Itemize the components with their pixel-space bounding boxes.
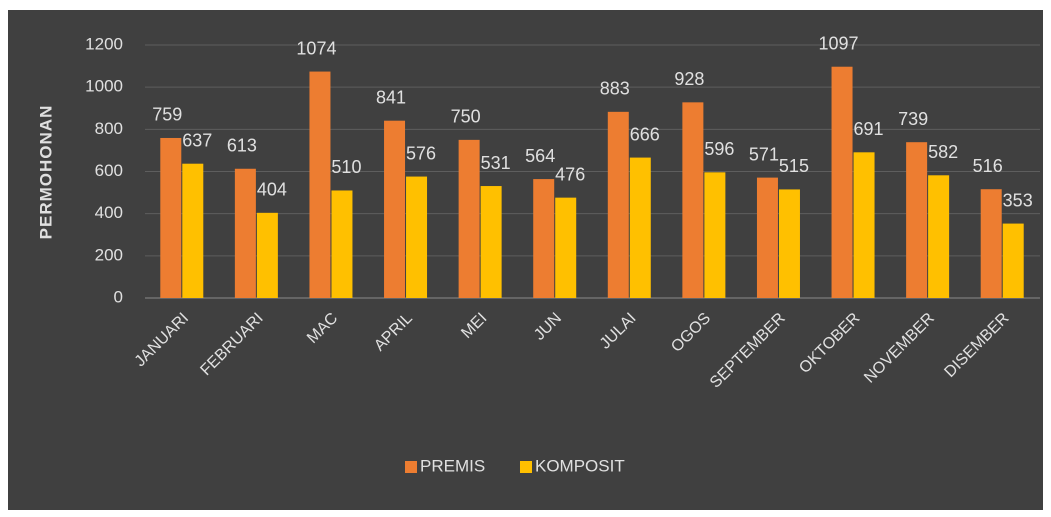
y-tick-label: 1000 <box>85 77 123 96</box>
y-tick-label: 1200 <box>85 34 123 53</box>
bar <box>607 111 629 298</box>
data-label: 576 <box>406 143 436 163</box>
data-label: 750 <box>451 107 481 127</box>
data-label: 666 <box>630 124 660 144</box>
bar <box>682 102 704 298</box>
y-tick-label: 800 <box>95 119 123 138</box>
data-label: 1097 <box>819 33 859 53</box>
bar <box>853 152 875 298</box>
data-label: 564 <box>525 146 555 166</box>
y-tick-label: 200 <box>95 245 123 264</box>
data-label: 516 <box>973 156 1003 176</box>
bar <box>480 186 502 298</box>
bar <box>980 189 1002 298</box>
data-label: 637 <box>182 130 212 150</box>
data-label: 883 <box>600 79 630 99</box>
data-label: 841 <box>376 87 406 107</box>
bar <box>160 137 182 298</box>
bar <box>384 120 406 298</box>
bar <box>756 177 778 298</box>
data-label: 759 <box>152 105 182 125</box>
data-label: 596 <box>704 139 734 159</box>
bar <box>831 66 853 298</box>
bar <box>629 157 651 298</box>
bar <box>234 168 256 298</box>
y-tick-label: 400 <box>95 203 123 222</box>
data-label: 571 <box>749 144 779 164</box>
y-tick-label: 600 <box>95 161 123 180</box>
data-label: 691 <box>854 119 884 139</box>
data-label: 928 <box>674 69 704 89</box>
legend-swatch <box>405 461 417 473</box>
bar <box>928 175 950 298</box>
data-label: 404 <box>257 180 287 200</box>
data-label: 510 <box>331 157 361 177</box>
bar <box>182 163 204 298</box>
legend-swatch <box>520 461 532 473</box>
bar <box>331 190 353 298</box>
data-label: 739 <box>898 109 928 129</box>
bar <box>1002 223 1024 298</box>
bar <box>458 139 480 298</box>
bar <box>256 212 278 298</box>
y-axis-label: PERMOHONAN <box>36 105 55 240</box>
bar <box>906 142 928 298</box>
y-tick-label: 0 <box>114 287 123 306</box>
legend-label: PREMIS <box>420 456 485 475</box>
bar <box>704 172 726 298</box>
data-label: 582 <box>928 142 958 162</box>
bar <box>533 179 555 298</box>
bar <box>309 71 331 298</box>
data-label: 515 <box>779 156 809 176</box>
data-label: 476 <box>555 164 585 184</box>
bar <box>555 197 577 298</box>
data-label: 531 <box>481 153 511 173</box>
legend-label: KOMPOSIT <box>535 456 625 475</box>
data-label: 1074 <box>296 38 336 58</box>
data-label: 613 <box>227 136 257 156</box>
bar <box>406 176 428 298</box>
data-label: 353 <box>1003 190 1033 210</box>
bar <box>778 189 800 298</box>
